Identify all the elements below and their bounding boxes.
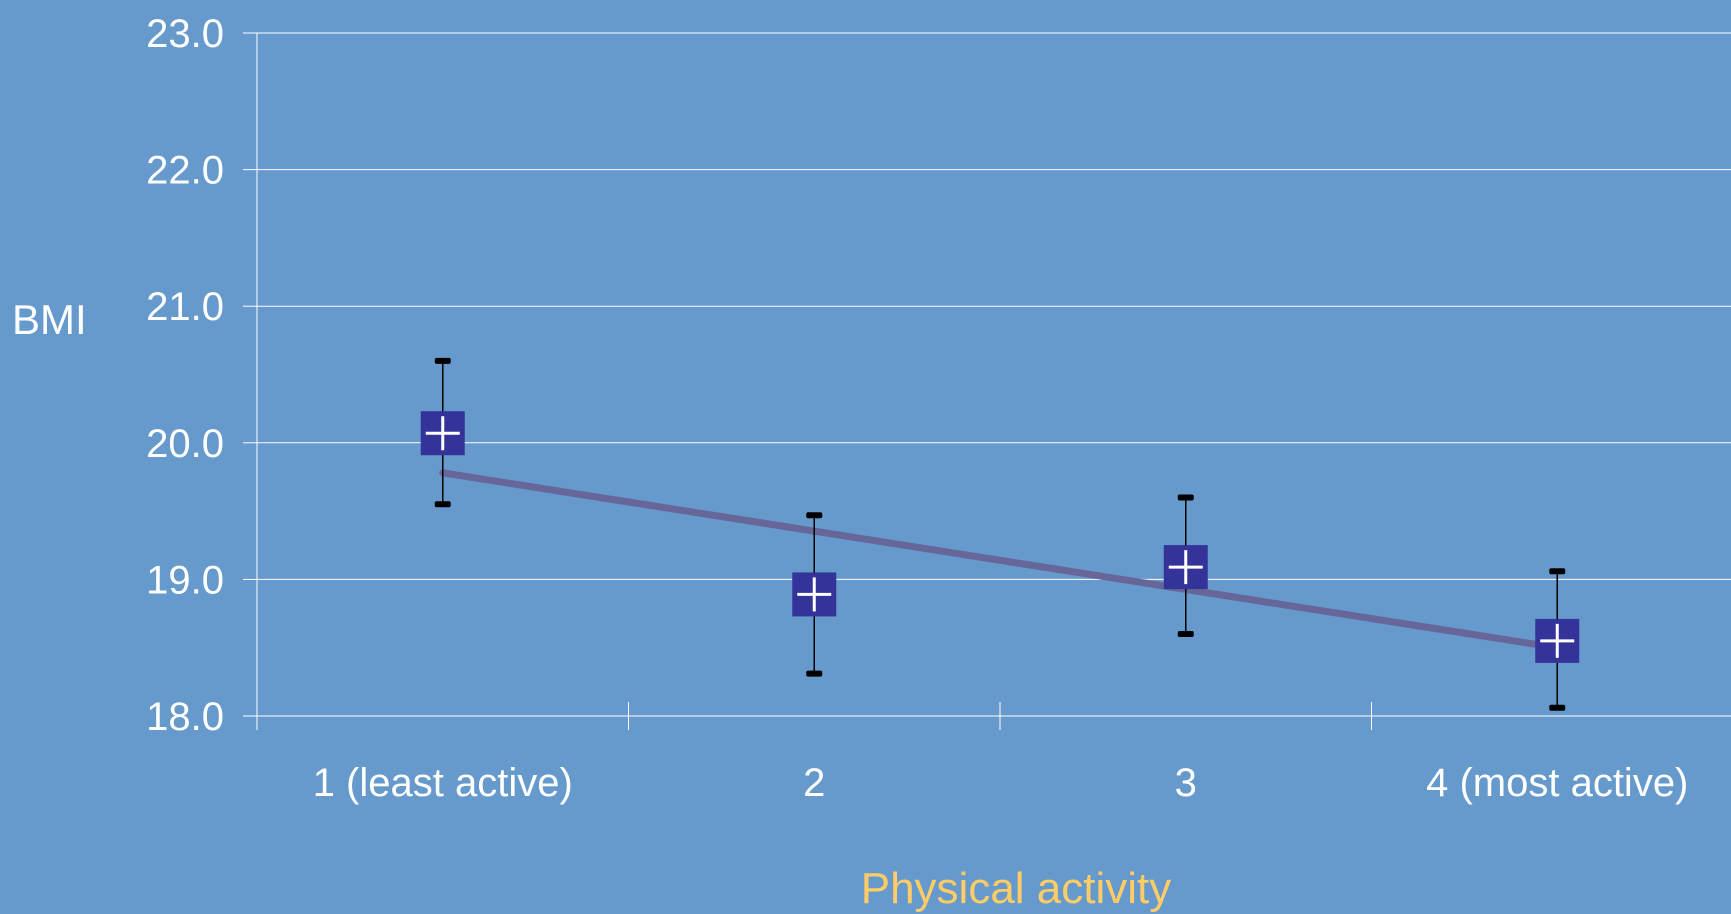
x-tick-label-1: 2	[803, 761, 825, 805]
error-cap-high	[806, 512, 823, 519]
x-tick-label-3: 4 (most active)	[1426, 761, 1688, 805]
x-tick-label-2: 3	[1175, 761, 1197, 805]
y-tick-labels: 18.0 19.0 20.0 21.0 22.0 23.0	[146, 12, 224, 739]
error-cap-low	[434, 501, 451, 508]
trend-line	[439, 469, 1561, 652]
error-cap-low	[1549, 704, 1566, 711]
y-tick-label-2: 20.0	[146, 422, 224, 466]
gridlines	[243, 32, 1731, 717]
error-cap-low	[1177, 631, 1194, 638]
data-points	[420, 357, 1580, 711]
x-tick-labels: 1 (least active) 2 3 4 (most active)	[313, 761, 1689, 805]
error-cap-high	[434, 357, 451, 364]
error-cap-high	[1549, 568, 1566, 575]
y-tick-label-0: 18.0	[146, 695, 224, 739]
y-tick-label-5: 23.0	[146, 12, 224, 56]
error-cap-high	[1177, 494, 1194, 501]
data-point-4	[1535, 568, 1580, 711]
y-tick-label-3: 21.0	[146, 285, 224, 329]
trend-line-group	[439, 469, 1561, 652]
axes	[256, 33, 1372, 730]
data-point-3	[1163, 494, 1208, 638]
data-point-2	[792, 512, 837, 677]
data-point-1	[420, 357, 465, 508]
y-axis-label: BMI	[12, 296, 87, 343]
y-tick-label-4: 22.0	[146, 149, 224, 193]
error-cap-low	[806, 670, 823, 677]
y-tick-label-1: 19.0	[146, 558, 224, 602]
x-axis-label: Physical activity	[861, 864, 1172, 913]
x-tick-label-0: 1 (least active)	[313, 761, 573, 805]
